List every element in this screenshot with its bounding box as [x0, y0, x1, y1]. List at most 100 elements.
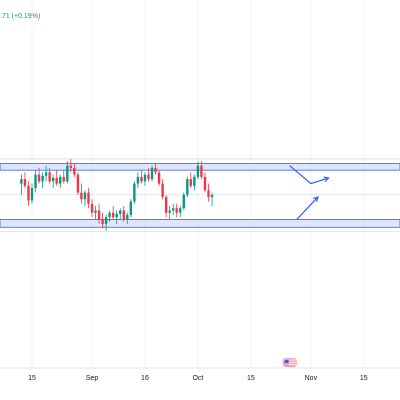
candle-body	[133, 183, 136, 202]
candle-35	[143, 172, 147, 186]
candle-7	[44, 165, 48, 182]
x-axis: 15 Sep 16 Oct 15 Nov 15	[0, 367, 400, 382]
support-zone	[0, 219, 400, 228]
candle-28	[119, 208, 122, 220]
candle-43	[171, 203, 175, 215]
candle-50	[196, 161, 200, 180]
candle-body	[30, 188, 34, 201]
candle-body	[69, 165, 73, 168]
candle-51	[200, 161, 203, 180]
projection-arrow-2	[296, 196, 319, 220]
candle-body	[154, 167, 157, 173]
grid	[31, 0, 365, 368]
candle-body	[171, 208, 175, 211]
candle-6	[41, 172, 44, 189]
candle-10	[55, 170, 58, 186]
candle-body	[48, 172, 51, 182]
candle-3	[30, 183, 34, 204]
candle-18	[83, 190, 87, 206]
candle-14	[69, 158, 73, 173]
candle-body	[210, 194, 214, 198]
candle-body	[140, 176, 143, 182]
x-tick-label-2: 16	[141, 375, 149, 382]
candle-34	[140, 170, 143, 184]
candle-44	[175, 203, 178, 218]
candle-body	[59, 176, 62, 184]
candle-9	[51, 174, 55, 189]
candle-41	[164, 194, 168, 218]
candle-body	[207, 190, 210, 198]
candle-body	[193, 176, 196, 186]
candle-body	[51, 178, 55, 182]
candle-37	[150, 165, 154, 182]
candle-39	[157, 170, 161, 186]
candle-5	[37, 167, 41, 184]
candle-body	[157, 172, 161, 184]
candle-body	[143, 174, 147, 182]
candle-body	[111, 212, 115, 218]
candle-8	[48, 167, 51, 184]
candle-17	[80, 183, 83, 204]
candles	[20, 158, 214, 231]
candle-26	[111, 206, 115, 220]
candle-body	[150, 167, 154, 180]
candle-0	[20, 174, 23, 195]
candle-body	[104, 217, 108, 224]
candle-body	[182, 194, 185, 209]
candle-body	[34, 174, 37, 189]
candle-body	[37, 174, 41, 182]
candle-body	[147, 174, 150, 180]
candle-52	[203, 172, 207, 193]
candle-body	[94, 210, 97, 213]
candle-24	[104, 214, 108, 231]
candle-body	[87, 192, 90, 204]
x-tick-label-1: Sep	[86, 375, 99, 382]
candle-body	[80, 192, 83, 200]
candle-36	[147, 167, 150, 182]
candle-40	[161, 179, 164, 200]
candle-body	[129, 201, 133, 215]
candle-body	[97, 210, 101, 220]
candle-45	[179, 206, 182, 218]
price-zones	[0, 158, 400, 233]
candle-body	[62, 176, 65, 182]
candle-body	[136, 176, 140, 184]
price-change-text: .71 (+0.19%)	[0, 13, 41, 20]
candle-11	[59, 174, 62, 189]
candle-body	[20, 179, 23, 184]
projection-arrow-2-head	[312, 196, 319, 203]
candle-body	[27, 185, 30, 201]
candle-46	[182, 192, 185, 211]
candle-body	[189, 179, 193, 186]
candle-body	[83, 192, 87, 200]
candle-38	[154, 163, 157, 175]
candle-29	[122, 206, 125, 222]
candle-54	[210, 192, 214, 206]
candle-body	[66, 165, 69, 182]
x-tick-label-0: 15	[28, 375, 36, 382]
candle-body	[73, 167, 76, 175]
candle-body	[161, 183, 164, 198]
x-tick-label-5: Nov	[305, 375, 318, 382]
projection-arrows	[289, 165, 330, 220]
candle-25	[108, 210, 111, 222]
projection-arrow-1	[289, 165, 329, 185]
candle-4	[34, 170, 37, 193]
candle-body	[200, 165, 203, 177]
candle-12	[62, 170, 65, 184]
candle-42	[168, 206, 171, 220]
candle-body	[115, 213, 118, 218]
country-flag-badge	[282, 358, 297, 367]
candle-15	[73, 163, 76, 177]
candle-1	[23, 172, 27, 189]
candle-body	[55, 178, 58, 184]
candle-body	[175, 208, 178, 213]
candle-2	[27, 181, 30, 206]
candle-body	[90, 203, 94, 213]
candle-body	[23, 179, 27, 186]
candle-body	[186, 179, 189, 195]
candle-body	[126, 214, 129, 220]
candle-22	[97, 203, 101, 224]
candle-body	[41, 175, 44, 182]
